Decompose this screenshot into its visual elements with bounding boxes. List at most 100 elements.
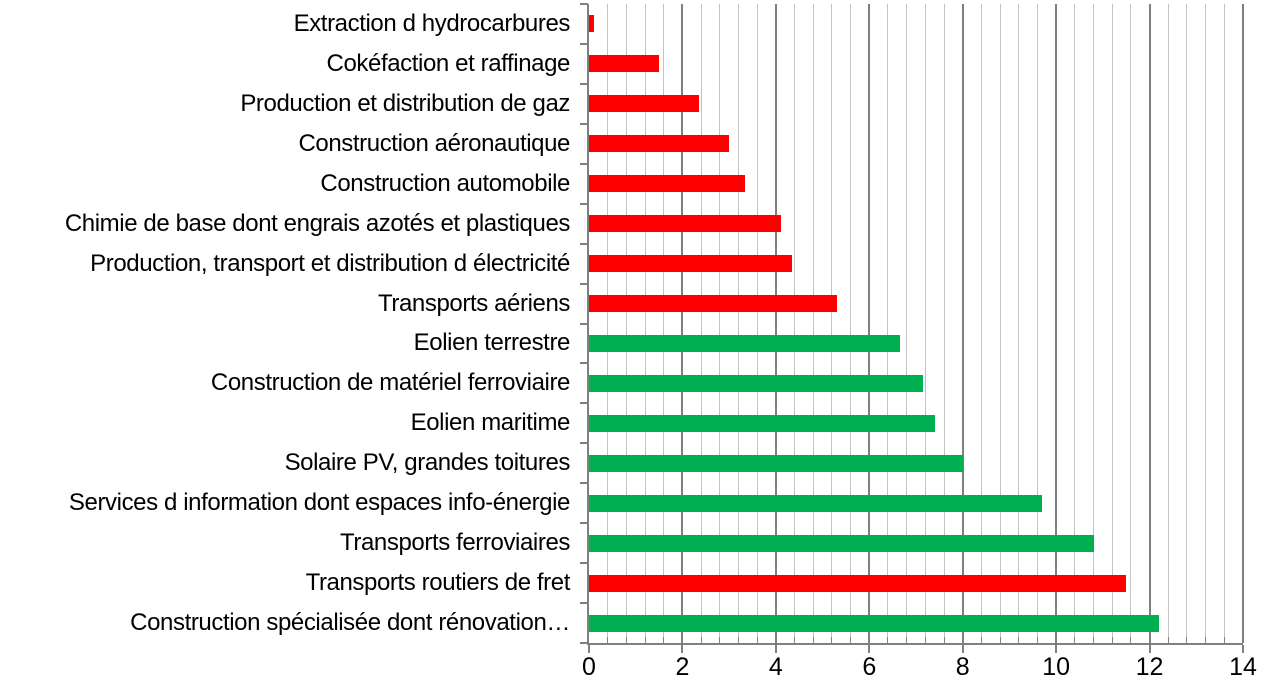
bar	[589, 215, 781, 233]
category-axis-tick	[580, 522, 588, 525]
major-gridline	[1148, 4, 1151, 643]
x-axis-major-tick	[1148, 645, 1151, 653]
category-axis-tick	[580, 122, 588, 125]
bar	[589, 614, 1159, 632]
minor-gridline	[607, 4, 609, 643]
minor-gridline	[737, 4, 739, 643]
x-axis-minor-tick	[794, 637, 796, 643]
minor-gridline	[1036, 4, 1038, 643]
category-label: Solaire PV, grandes toitures	[284, 449, 571, 477]
category-label: Eolien terrestre	[413, 329, 571, 357]
bar	[589, 175, 746, 193]
bar	[589, 574, 1127, 592]
x-tick-label: 12	[1135, 653, 1164, 681]
x-axis-minor-tick	[831, 637, 833, 643]
major-gridline	[681, 4, 684, 643]
x-tick-label: 2	[675, 653, 690, 681]
x-axis-minor-tick	[1186, 637, 1188, 643]
x-axis-minor-tick	[1149, 637, 1151, 643]
x-axis-minor-tick	[775, 637, 777, 643]
category-label: Construction spécialisée dont rénovation…	[130, 609, 570, 637]
x-axis-minor-tick	[1242, 637, 1244, 643]
minor-gridline	[1167, 4, 1169, 643]
x-axis-major-tick	[1055, 645, 1058, 653]
x-axis-minor-tick	[906, 637, 908, 643]
x-axis-major-tick	[774, 645, 777, 653]
category-axis-tick	[580, 562, 588, 565]
minor-gridline	[1130, 4, 1132, 643]
category-label: Production et distribution de gaz	[240, 89, 570, 117]
minor-gridline	[700, 4, 702, 643]
x-tick-label: 10	[1042, 653, 1071, 681]
x-axis-minor-tick	[700, 637, 702, 643]
x-axis-minor-tick	[681, 637, 683, 643]
x-tick-label: 4	[768, 653, 783, 681]
category-axis-tick	[580, 82, 588, 85]
category-label: Transports ferroviaires	[340, 529, 570, 557]
x-axis-minor-tick	[980, 637, 982, 643]
minor-gridline	[1074, 4, 1076, 643]
category-label: Services d information dont espaces info…	[68, 489, 570, 517]
x-axis-line	[587, 643, 1243, 645]
x-axis-major-tick	[588, 645, 590, 653]
minor-gridline	[812, 4, 814, 643]
x-axis-minor-tick	[1223, 637, 1225, 643]
x-axis-minor-tick	[1111, 637, 1113, 643]
bar	[589, 255, 793, 273]
minor-gridline	[1018, 4, 1020, 643]
major-gridline	[774, 4, 777, 643]
minor-gridline	[719, 4, 721, 643]
x-tick-label: 8	[955, 653, 970, 681]
bar	[589, 414, 935, 432]
category-axis-tick	[580, 3, 588, 5]
x-axis-minor-tick	[1018, 637, 1020, 643]
category-axis-tick	[580, 362, 588, 365]
major-gridline	[1055, 4, 1058, 643]
x-axis-minor-tick	[868, 637, 870, 643]
category-label: Transports aériens	[378, 289, 570, 317]
minor-gridline	[1186, 4, 1188, 643]
minor-gridline	[1205, 4, 1207, 643]
category-label: Extraction d hydrocarbures	[293, 9, 571, 37]
minor-gridline	[1223, 4, 1225, 643]
category-axis-tick	[580, 602, 588, 605]
minor-gridline	[1111, 4, 1113, 643]
bar	[589, 295, 837, 313]
major-gridline	[1242, 4, 1244, 643]
minor-gridline	[924, 4, 926, 643]
x-axis-minor-tick	[1205, 637, 1207, 643]
bar	[589, 95, 699, 113]
minor-gridline	[1093, 4, 1094, 643]
x-axis-minor-tick	[719, 637, 721, 643]
category-label: Cokéfaction et raffinage	[326, 49, 571, 77]
minor-gridline	[644, 4, 646, 643]
category-axis-tick	[580, 642, 588, 644]
bar	[589, 454, 963, 472]
x-axis-minor-tick	[1074, 637, 1076, 643]
category-label: Construction de matériel ferroviaire	[210, 369, 570, 397]
bar	[589, 374, 923, 392]
minor-gridline	[663, 4, 665, 643]
bar	[589, 534, 1094, 552]
x-axis-major-tick	[681, 645, 684, 653]
minor-gridline	[999, 4, 1001, 643]
x-axis-minor-tick	[924, 637, 926, 643]
x-axis-minor-tick	[1036, 637, 1038, 643]
x-tick-label: 14	[1229, 653, 1257, 681]
minor-gridline	[887, 4, 889, 643]
x-axis-minor-tick	[850, 637, 852, 643]
major-gridline	[868, 4, 871, 643]
x-axis-minor-tick	[625, 637, 627, 643]
bar	[589, 15, 594, 33]
major-gridline	[961, 4, 964, 643]
category-axis-tick	[580, 322, 588, 325]
bar	[589, 334, 900, 352]
x-axis-minor-tick	[943, 637, 945, 643]
category-label: Chimie de base dont engrais azotés et pl…	[64, 209, 571, 237]
category-axis-tick	[580, 202, 588, 205]
category-axis-tick	[580, 162, 588, 165]
minor-gridline	[980, 4, 982, 643]
x-axis-minor-tick	[1093, 637, 1094, 643]
x-axis-major-tick	[868, 645, 871, 653]
